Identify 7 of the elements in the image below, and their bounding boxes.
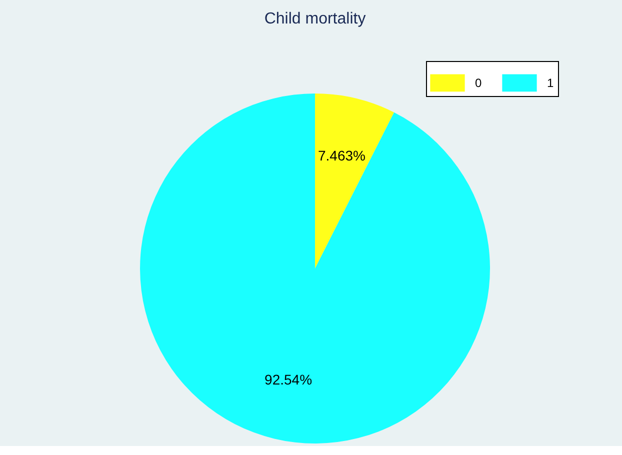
pie-slice	[140, 94, 490, 444]
pie-slice	[315, 94, 394, 268]
chart-title: Child mortality	[264, 10, 366, 28]
data-label: 7.463%	[318, 148, 366, 164]
legend-label: 1	[547, 76, 554, 90]
legend-label: 0	[475, 76, 482, 90]
data-label: 92.54%	[264, 371, 312, 388]
